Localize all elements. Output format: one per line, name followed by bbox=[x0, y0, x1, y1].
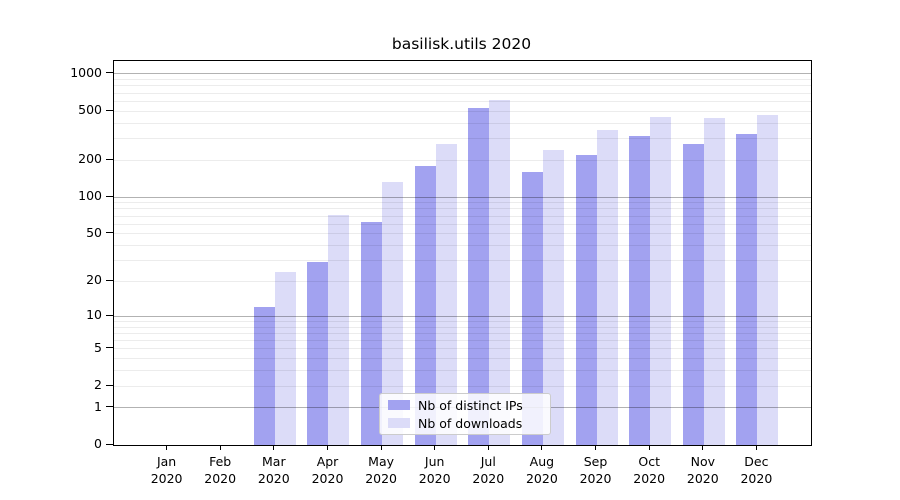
x-tick-mark-jun bbox=[434, 445, 436, 450]
bar-distinct-ips-may bbox=[361, 222, 383, 445]
x-tick-mark-jul bbox=[487, 445, 489, 450]
x-tick-label-year: 2020 bbox=[150, 471, 183, 486]
y-tick-mark-1 bbox=[106, 406, 113, 408]
x-tick-mark-feb bbox=[219, 445, 221, 450]
x-tick-label-year: 2020 bbox=[472, 471, 505, 486]
x-tick-mark-aug bbox=[541, 445, 543, 450]
y-tick-mark-5 bbox=[106, 347, 113, 349]
gridline-800 bbox=[114, 85, 811, 87]
x-tick-mark-sep bbox=[595, 445, 596, 450]
chart-title: basilisk.utils 2020 bbox=[391, 35, 532, 53]
bar-distinct-ips-aug bbox=[521, 172, 543, 445]
x-tick-mark-may bbox=[380, 445, 382, 450]
bar-downloads-sep bbox=[596, 130, 618, 445]
x-tick-label-year: 2020 bbox=[418, 471, 451, 486]
legend-item-distinct-ips: Nb of distinct IPs bbox=[380, 397, 550, 413]
gridline-900 bbox=[114, 79, 811, 80]
y-tick-mark-500 bbox=[106, 109, 113, 111]
plot-area: Nb of distinct IPs Nb of downloads bbox=[113, 60, 812, 446]
y-tick-mark-50 bbox=[106, 232, 113, 234]
x-tick-label-year: 2020 bbox=[525, 471, 558, 486]
gridline-600 bbox=[114, 100, 811, 102]
x-tick-mark-dec bbox=[755, 445, 757, 450]
x-tick-label-jul: Jul 2020 bbox=[456, 453, 520, 487]
gridline-1000 bbox=[114, 73, 811, 75]
x-tick-label-year: 2020 bbox=[311, 471, 344, 486]
y-tick-label-200: 200 bbox=[78, 151, 102, 167]
bar-distinct-ips-nov bbox=[682, 143, 704, 445]
y-tick-mark-10 bbox=[106, 314, 113, 316]
bar-distinct-ips-mar bbox=[253, 307, 275, 445]
bar-distinct-ips-sep bbox=[575, 154, 597, 445]
x-tick-label-year: 2020 bbox=[579, 471, 612, 486]
x-tick-label-jun: Jun 2020 bbox=[403, 453, 467, 487]
bar-downloads-nov bbox=[703, 117, 725, 445]
x-tick-label-nov: Nov 2020 bbox=[671, 453, 735, 487]
x-tick-label-year: 2020 bbox=[740, 471, 773, 486]
x-tick-label-sep: Sep 2020 bbox=[564, 453, 628, 487]
gridline-500 bbox=[114, 110, 811, 112]
y-tick-label-5: 5 bbox=[94, 339, 102, 355]
bar-downloads-jun bbox=[435, 144, 457, 445]
x-tick-label-year: 2020 bbox=[204, 471, 237, 486]
y-tick-mark-100 bbox=[106, 195, 113, 197]
legend: Nb of distinct IPs Nb of downloads bbox=[379, 393, 551, 435]
x-tick-label-dec: Dec 2020 bbox=[724, 453, 788, 487]
y-tick-label-2: 2 bbox=[94, 377, 102, 392]
x-tick-label-may: May 2020 bbox=[349, 453, 413, 487]
x-tick-mark-nov bbox=[702, 445, 704, 450]
bar-downloads-dec bbox=[757, 115, 779, 445]
x-tick-label-mar: Mar 2020 bbox=[242, 453, 306, 487]
y-tick-label-10: 10 bbox=[86, 307, 102, 323]
x-tick-label-jan: Jan 2020 bbox=[135, 453, 199, 487]
legend-item-downloads: Nb of downloads bbox=[380, 415, 550, 431]
y-tick-label-20: 20 bbox=[86, 272, 102, 288]
bar-distinct-ips-jul bbox=[468, 107, 490, 445]
gridline-700 bbox=[114, 92, 811, 94]
legend-swatch-downloads bbox=[388, 418, 410, 428]
x-tick-label-feb: Feb 2020 bbox=[188, 453, 252, 487]
x-tick-mark-jan bbox=[166, 445, 168, 450]
x-tick-label-year: 2020 bbox=[633, 471, 666, 486]
y-tick-mark-0 bbox=[106, 443, 113, 445]
y-tick-label-0: 0 bbox=[94, 436, 102, 451]
y-tick-label-1000: 1000 bbox=[70, 64, 102, 80]
bar-downloads-aug bbox=[542, 150, 564, 445]
x-tick-mark-oct bbox=[648, 445, 650, 450]
bar-distinct-ips-jun bbox=[414, 166, 436, 445]
x-tick-label-year: 2020 bbox=[365, 471, 397, 486]
bar-downloads-oct bbox=[650, 117, 672, 445]
legend-label: Nb of downloads bbox=[418, 415, 523, 431]
x-tick-mark-mar bbox=[273, 445, 275, 450]
bar-downloads-may bbox=[382, 182, 404, 445]
y-tick-mark-20 bbox=[106, 279, 113, 281]
y-tick-label-500: 500 bbox=[78, 102, 102, 117]
y-tick-label-50: 50 bbox=[86, 224, 102, 240]
bar-downloads-apr bbox=[328, 214, 350, 445]
y-tick-mark-1000 bbox=[106, 72, 113, 74]
x-tick-label-year: 2020 bbox=[257, 471, 290, 486]
bar-distinct-ips-dec bbox=[736, 133, 758, 445]
x-tick-label-apr: Apr 2020 bbox=[296, 453, 360, 487]
legend-swatch-distinct-ips bbox=[388, 400, 410, 410]
y-tick-mark-2 bbox=[106, 384, 113, 386]
y-tick-label-1: 1 bbox=[94, 398, 102, 414]
bar-distinct-ips-oct bbox=[629, 135, 651, 445]
x-tick-label-year: 2020 bbox=[686, 471, 719, 486]
x-tick-label-aug: Aug 2020 bbox=[510, 453, 574, 487]
x-tick-mark-apr bbox=[327, 445, 328, 450]
bar-distinct-ips-apr bbox=[307, 262, 329, 445]
legend-label: Nb of distinct IPs bbox=[418, 397, 523, 413]
bar-downloads-mar bbox=[274, 272, 296, 445]
bar-downloads-jul bbox=[489, 100, 511, 445]
x-tick-label-oct: Oct 2020 bbox=[617, 453, 681, 487]
y-tick-label-100: 100 bbox=[78, 188, 102, 204]
y-tick-mark-200 bbox=[106, 158, 113, 160]
